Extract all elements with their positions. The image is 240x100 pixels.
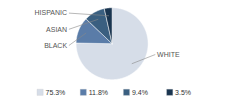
svg-text:11.8%: 11.8% [89, 89, 108, 96]
svg-text:9.4%: 9.4% [132, 89, 148, 96]
svg-text:HISPANIC: HISPANIC [35, 9, 68, 16]
svg-text:75.3%: 75.3% [46, 89, 66, 96]
svg-text:ASIAN: ASIAN [46, 26, 67, 33]
svg-text:BLACK: BLACK [44, 42, 67, 49]
svg-text:3.5%: 3.5% [175, 89, 191, 96]
svg-text:WHITE: WHITE [157, 51, 180, 58]
